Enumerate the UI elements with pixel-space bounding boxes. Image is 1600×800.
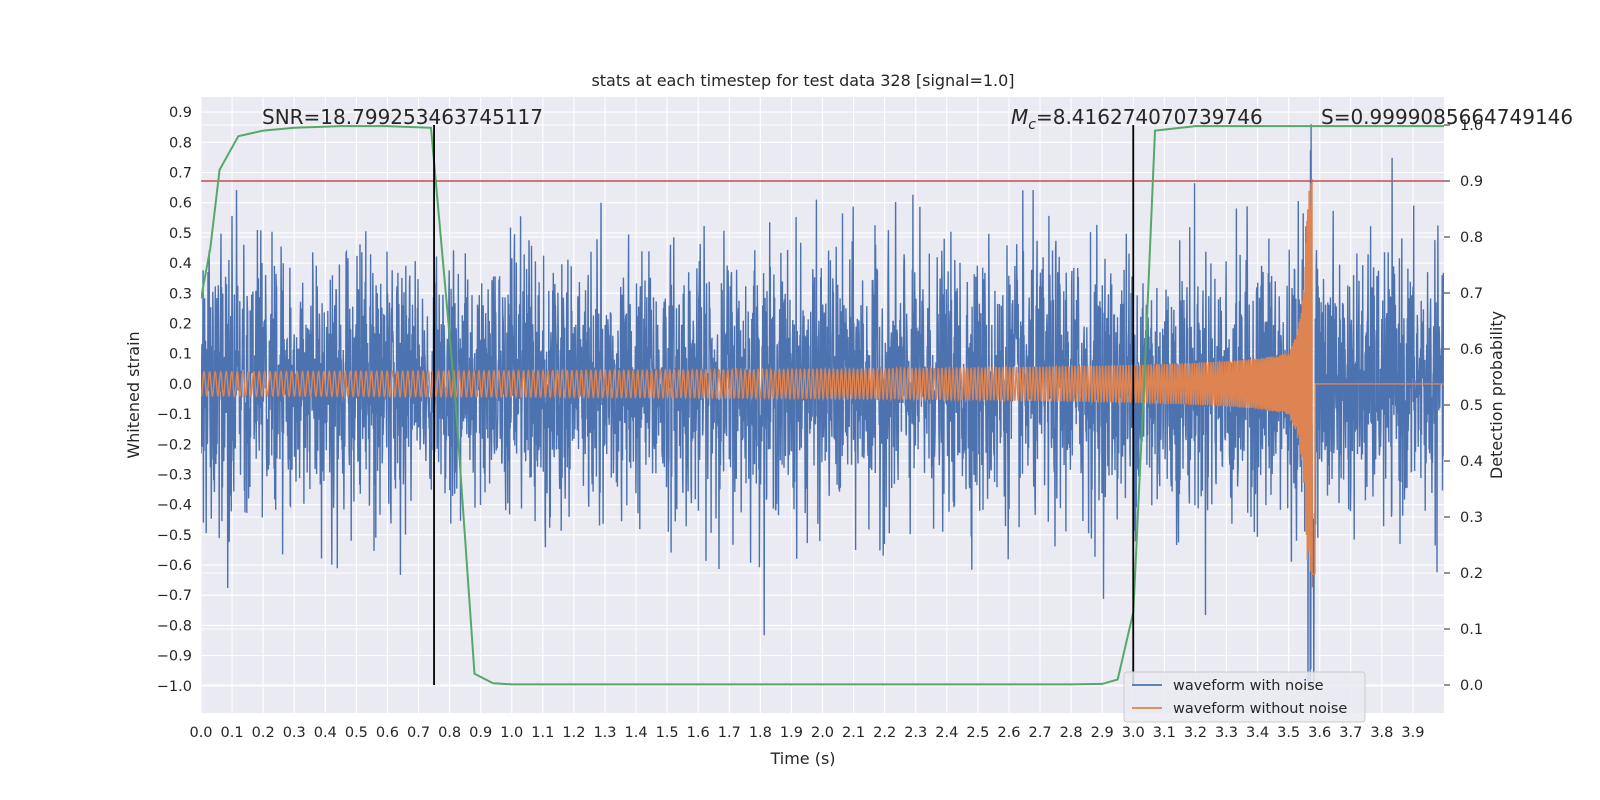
x-tick-label: 3.2 xyxy=(1184,725,1207,741)
x-tick-label: 1.0 xyxy=(500,725,523,741)
x-tick-label: 1.2 xyxy=(562,725,585,741)
y2-tick-label: 0.4 xyxy=(1460,454,1483,470)
x-tick-label: 3.4 xyxy=(1246,725,1269,741)
y-tick-label: 0.9 xyxy=(169,105,192,121)
x-tick-label: 0.3 xyxy=(283,725,306,741)
x-tick-label: 2.1 xyxy=(842,725,865,741)
x-tick-label: 0.5 xyxy=(345,725,368,741)
series-detection-probability xyxy=(201,125,1444,686)
x-axis-label: Time (s) xyxy=(769,749,835,768)
y-tick-label: −0.2 xyxy=(157,437,192,453)
x-tick-label: 3.3 xyxy=(1215,725,1238,741)
x-tick-label: 1.1 xyxy=(531,725,554,741)
y2-tick-label: 0.9 xyxy=(1460,174,1483,190)
y-tick-label: −0.4 xyxy=(157,498,192,514)
y-tick-label: 0.2 xyxy=(169,316,192,332)
y2-tick-label: 0.1 xyxy=(1460,622,1483,638)
s-annotation: S=0.9999085664749146 xyxy=(1321,105,1573,129)
y-tick-label: −1.0 xyxy=(157,679,192,695)
y-tick-label: 0.8 xyxy=(169,135,192,151)
y-tick-label: −0.6 xyxy=(157,558,192,574)
y-tick-label: 0.6 xyxy=(169,196,192,212)
y-tick-label: −0.7 xyxy=(157,588,192,604)
series-waveform-without-noise xyxy=(201,178,1444,588)
y-tick-label: 0.5 xyxy=(169,226,192,242)
y2-tick-label: 0.8 xyxy=(1460,230,1483,246)
x-tick-label: 0.6 xyxy=(376,725,399,741)
y-tick-label: 0.7 xyxy=(169,165,192,181)
y2-axis-ticks: 1.0 0.9 0.8 0.7 0.6 0.5 0.4 0.3 0.2 0.1 0.0 xyxy=(1444,118,1483,694)
x-tick-label: 2.9 xyxy=(1091,725,1114,741)
chirp-mass-annotation: Mc=8.416274070739746 xyxy=(1011,105,1263,133)
y-tick-label: 0.1 xyxy=(169,347,192,363)
y-tick-label: 0.0 xyxy=(169,377,192,393)
x-tick-label: 0.0 xyxy=(189,725,212,741)
x-tick-label: 0.1 xyxy=(221,725,244,741)
x-tick-label: 3.9 xyxy=(1401,725,1424,741)
x-tick-label: 1.4 xyxy=(625,725,648,741)
x-tick-label: 1.6 xyxy=(687,725,710,741)
x-tick-label: 3.7 xyxy=(1339,725,1362,741)
chart-title: stats at each timestep for test data 328… xyxy=(591,71,1014,90)
chirp-mass-subscript: c xyxy=(1028,117,1036,133)
x-tick-label: 0.9 xyxy=(469,725,492,741)
y2-tick-label: 0.5 xyxy=(1460,398,1483,414)
y2-tick-label: 0.7 xyxy=(1460,286,1483,302)
x-tick-label: 3.0 xyxy=(1122,725,1145,741)
y-tick-label: −0.8 xyxy=(157,618,192,634)
y-tick-label: 0.3 xyxy=(169,286,192,302)
x-tick-label: 0.2 xyxy=(252,725,275,741)
y-tick-label: −0.9 xyxy=(157,649,192,665)
x-tick-label: 1.5 xyxy=(656,725,679,741)
x-tick-label: 3.8 xyxy=(1370,725,1393,741)
x-tick-label: 3.5 xyxy=(1277,725,1300,741)
x-tick-label: 1.9 xyxy=(780,725,803,741)
x-tick-label: 0.7 xyxy=(407,725,430,741)
y2-tick-label: 0.0 xyxy=(1460,678,1483,694)
legend-label-noise: waveform with noise xyxy=(1173,678,1324,694)
chirp-mass-value: =8.416274070739746 xyxy=(1036,105,1263,129)
x-tick-label: 2.0 xyxy=(811,725,834,741)
y-tick-label: −0.1 xyxy=(157,407,192,423)
y2-tick-label: 0.6 xyxy=(1460,342,1483,358)
x-tick-label: 1.8 xyxy=(749,725,772,741)
y2-tick-label: 0.2 xyxy=(1460,566,1483,582)
x-tick-label: 2.2 xyxy=(873,725,896,741)
x-tick-label: 3.6 xyxy=(1308,725,1331,741)
plot-content xyxy=(201,124,1444,686)
x-tick-label: 1.3 xyxy=(593,725,616,741)
x-tick-label: 2.4 xyxy=(935,725,958,741)
x-tick-label: 0.4 xyxy=(314,725,337,741)
x-tick-label: 2.8 xyxy=(1060,725,1083,741)
x-tick-label: 2.6 xyxy=(997,725,1020,741)
y-tick-label: 0.4 xyxy=(169,256,192,272)
x-tick-label: 0.8 xyxy=(438,725,461,741)
y2-tick-label: 0.3 xyxy=(1460,510,1483,526)
y-axis-label: Whitened strain xyxy=(124,331,143,458)
x-tick-label: 2.3 xyxy=(904,725,927,741)
snr-annotation: SNR=18.799253463745117 xyxy=(262,105,543,129)
x-tick-label: 2.7 xyxy=(1028,725,1051,741)
y-tick-label: −0.5 xyxy=(157,528,192,544)
y-tick-label: −0.3 xyxy=(157,467,192,483)
legend-label-clean: waveform without noise xyxy=(1173,701,1347,717)
y2-tick-label: 1.0 xyxy=(1460,118,1483,134)
x-tick-label: 1.7 xyxy=(718,725,741,741)
x-tick-label: 2.5 xyxy=(966,725,989,741)
legend: waveform with noise waveform without noi… xyxy=(1123,671,1366,723)
x-tick-label: 3.1 xyxy=(1153,725,1176,741)
y2-axis-label: Detection probability xyxy=(1487,311,1506,479)
chirp-mass-symbol: M xyxy=(1011,105,1028,129)
legend-box xyxy=(1123,671,1366,723)
x-axis-ticks: 0.0 0.1 0.2 0.3 0.4 0.5 0.6 0.7 0.8 0.9 1.0 1.1 1.2 1… xyxy=(189,725,1424,741)
y-axis-ticks: 0.9 0.8 0.7 0.6 0.5 0.4 0.3 0.2 0.1 0.0 −0.1 −0.2 −0… xyxy=(157,105,192,695)
